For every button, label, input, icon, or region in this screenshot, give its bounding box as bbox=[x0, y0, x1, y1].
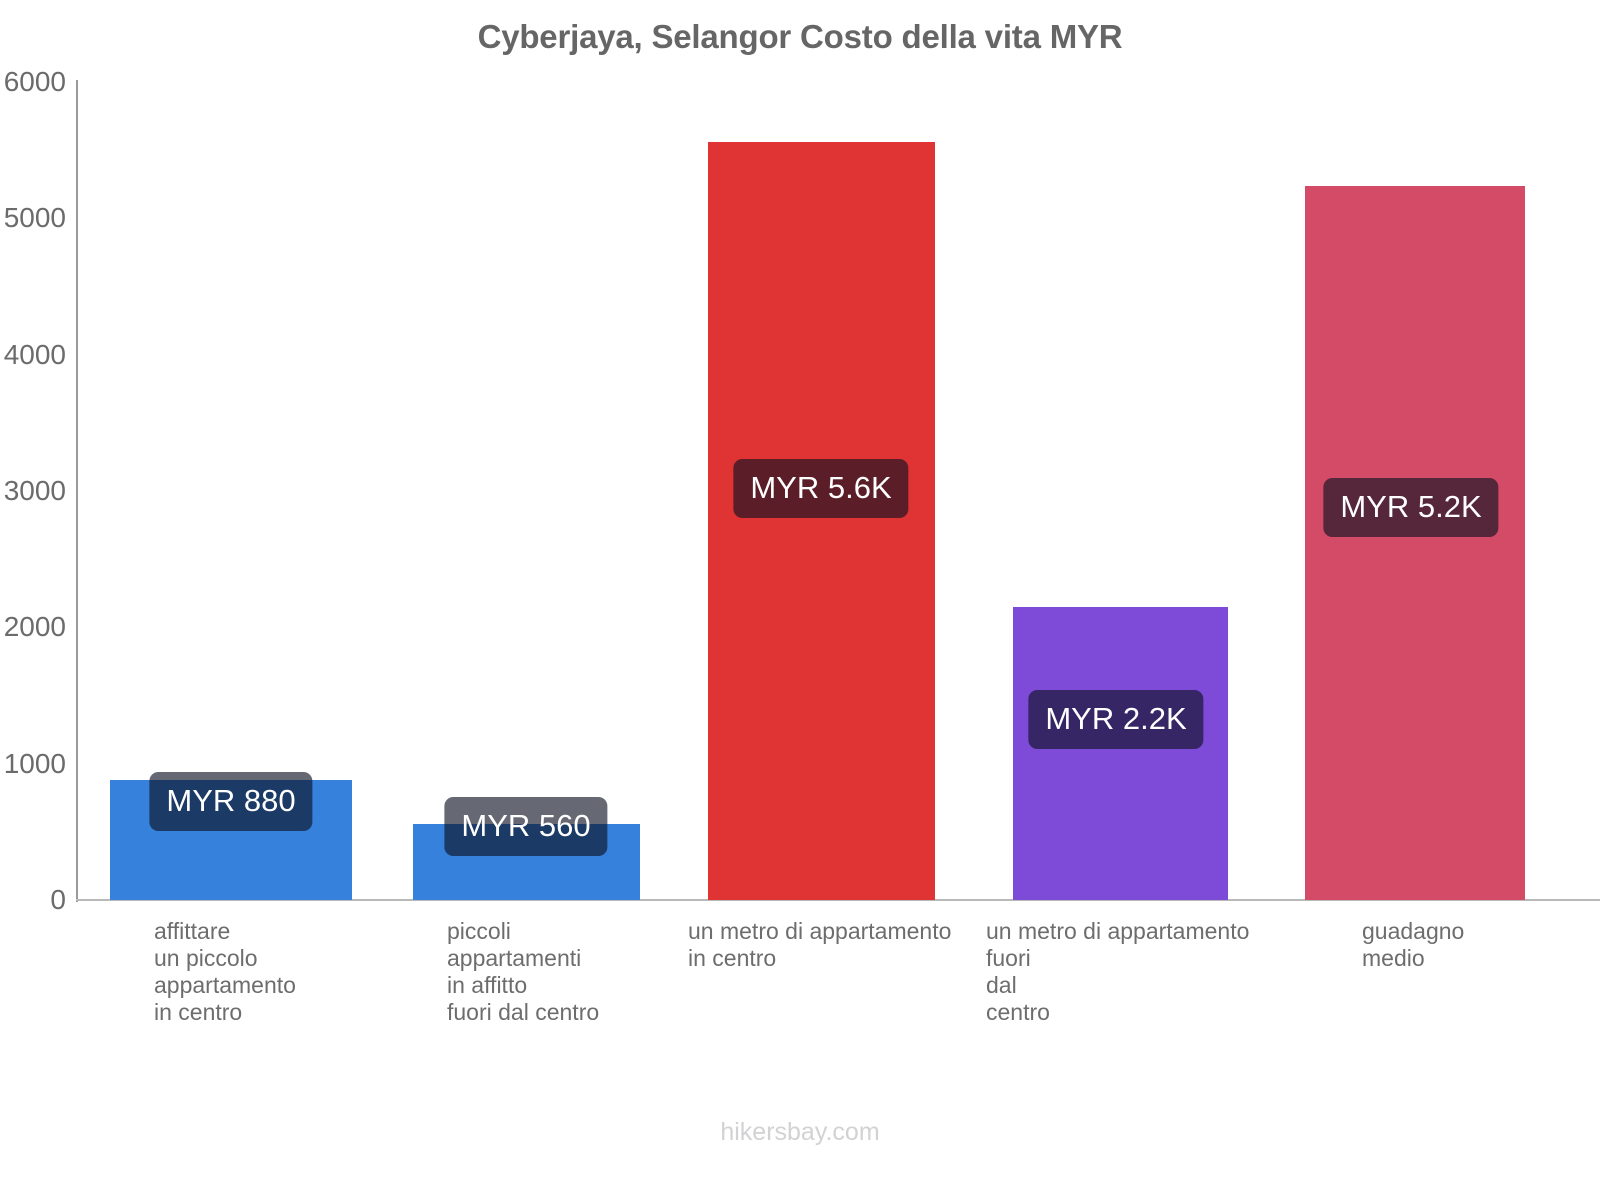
bar-value-label: MYR 5.2K bbox=[1323, 478, 1499, 537]
y-axis-line bbox=[76, 80, 78, 902]
x-axis-line bbox=[76, 899, 1600, 901]
category-label: piccoli appartamenti in affitto fuori da… bbox=[447, 918, 600, 1025]
y-axis-tick-label: 4000 bbox=[3, 338, 66, 370]
bar[interactable] bbox=[1305, 185, 1525, 900]
y-axis-tick-label: 6000 bbox=[3, 66, 66, 97]
chart-title: Cyberjaya, Selangor Costo della vita MYR bbox=[477, 18, 1123, 55]
category-label: guadagno medio bbox=[1362, 918, 1465, 971]
y-axis-tick-label: 0 bbox=[50, 884, 66, 915]
bar[interactable] bbox=[1013, 606, 1228, 900]
bar-value-label: MYR 2.2K bbox=[1028, 690, 1204, 749]
plot-area: 6000 5000 4000 3000 2000 1000 0 MYR 880 MYR 560 M… bbox=[4, 66, 1600, 915]
y-axis-tick-label: 1000 bbox=[3, 747, 66, 779]
y-axis-tick-label: 5000 bbox=[3, 202, 66, 234]
bar-value-label: MYR 560 bbox=[444, 797, 608, 856]
category-label: un metro di appartamento in centro bbox=[688, 918, 952, 971]
bar-value-label: MYR 5.6K bbox=[733, 459, 909, 518]
category-label: un metro di appartamento fuori dal centr… bbox=[986, 918, 1250, 1025]
bar-value-label: MYR 880 bbox=[149, 772, 313, 831]
category-label: affittare un piccolo appartamento in cen… bbox=[154, 918, 296, 1025]
footer-watermark: hikersbay.com bbox=[720, 1118, 880, 1146]
y-axis-tick-label: 2000 bbox=[3, 611, 66, 643]
bar[interactable] bbox=[708, 142, 935, 900]
y-axis-tick-label: 3000 bbox=[3, 475, 66, 506]
